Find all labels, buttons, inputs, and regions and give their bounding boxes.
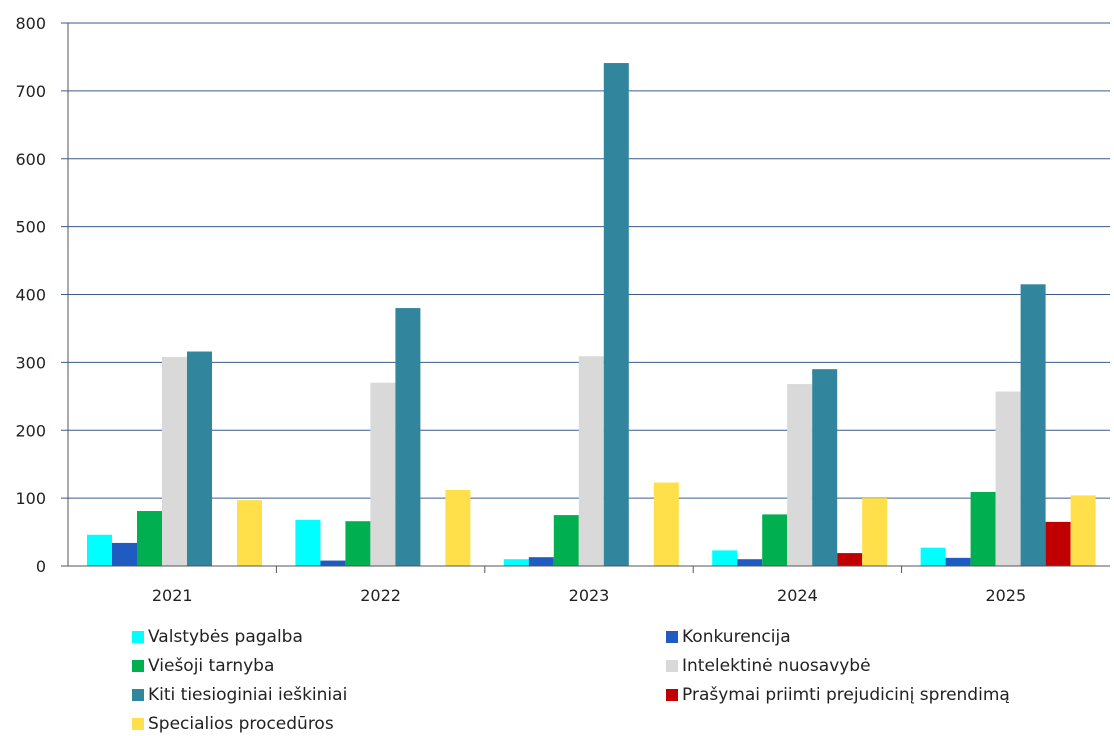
legend-swatch — [132, 631, 144, 643]
legend-item: Specialios procedūros — [132, 714, 334, 734]
y-tick-label: 0 — [36, 557, 46, 576]
bar — [295, 519, 321, 566]
legend-item: Viešoji tarnyba — [132, 656, 274, 676]
bar — [762, 514, 788, 566]
bar — [370, 382, 396, 566]
x-tick-label: 2022 — [360, 586, 401, 605]
bar — [737, 559, 763, 566]
legend-swatch — [132, 718, 144, 730]
y-tick-label: 800 — [15, 14, 46, 33]
bar — [578, 356, 604, 566]
legend-label: Intelektinė nuosavybė — [682, 656, 871, 676]
bar — [812, 369, 838, 566]
bar — [945, 557, 971, 566]
x-tick-label: 2024 — [777, 586, 818, 605]
bar — [445, 489, 471, 566]
bar — [320, 560, 346, 566]
bar — [653, 482, 679, 566]
y-tick-label: 600 — [15, 150, 46, 169]
x-tick-label: 2021 — [152, 586, 193, 605]
y-tick-label: 400 — [15, 286, 46, 305]
bar — [395, 308, 421, 566]
y-tick-label: 200 — [15, 421, 46, 440]
legend-swatch — [666, 631, 678, 643]
bar — [1045, 521, 1071, 566]
x-tick-label: 2023 — [569, 586, 610, 605]
bar — [1070, 495, 1096, 566]
bar — [137, 511, 162, 566]
legend-swatch — [666, 689, 678, 701]
axes — [61, 23, 1110, 573]
bar — [837, 553, 863, 566]
bar — [1020, 284, 1046, 566]
bar — [112, 542, 137, 566]
legend-swatch — [132, 689, 144, 701]
x-axis-tick-labels: 2021 2022 2023 2024 2025 — [152, 586, 1026, 605]
legend-item: Konkurencija — [666, 627, 791, 647]
bar — [187, 351, 212, 566]
x-tick-label: 2025 — [985, 586, 1026, 605]
legend-label: Prašymai priimti prejudicinį sprendimą — [682, 685, 1010, 705]
bar — [603, 63, 629, 566]
bars — [87, 63, 1096, 566]
bar — [712, 550, 738, 566]
y-tick-label: 500 — [15, 218, 46, 237]
y-tick-label: 100 — [15, 489, 46, 508]
y-tick-label: 700 — [15, 82, 46, 101]
legend-item: Valstybės pagalba — [132, 627, 303, 647]
bar — [970, 492, 996, 566]
legend-item: Kiti tiesioginiai ieškiniai — [132, 685, 347, 705]
y-tick-label: 300 — [15, 353, 46, 372]
bar — [503, 559, 529, 566]
legend-label: Konkurencija — [682, 627, 791, 647]
bar — [995, 391, 1021, 566]
legend-item: Intelektinė nuosavybė — [666, 656, 871, 676]
bar — [87, 534, 112, 566]
legend-swatch — [666, 660, 678, 672]
bar — [787, 384, 813, 566]
legend-swatch — [132, 660, 144, 672]
legend-label: Specialios procedūros — [148, 714, 334, 734]
y-axis-tick-labels: 0 100 200 300 400 500 600 700 800 — [15, 14, 46, 576]
bar — [237, 500, 262, 566]
bar — [862, 498, 888, 566]
legend-item: Prašymai priimti prejudicinį sprendimą — [666, 685, 1010, 705]
bar — [162, 356, 187, 566]
legend-label: Kiti tiesioginiai ieškiniai — [148, 685, 348, 705]
legend-label: Valstybės pagalba — [148, 627, 303, 647]
legend-label: Viešoji tarnyba — [148, 656, 275, 676]
bar — [528, 557, 554, 566]
bar — [345, 521, 371, 566]
bar — [553, 515, 579, 566]
bar — [920, 547, 946, 566]
